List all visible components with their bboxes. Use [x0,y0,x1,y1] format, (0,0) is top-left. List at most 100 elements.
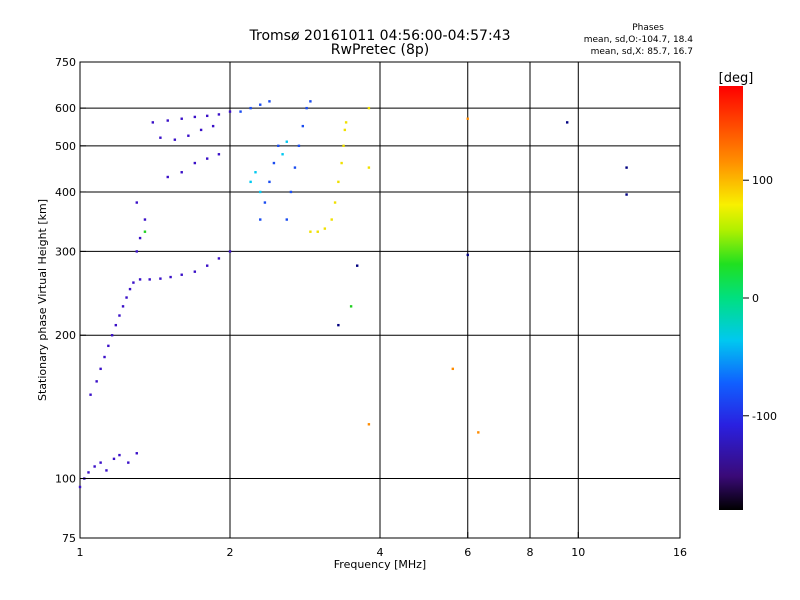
data-point [125,296,127,298]
stats-line-x: mean, sd,X: 85.7, 16.7 [591,47,693,57]
data-point [144,218,146,220]
data-point [259,191,261,193]
data-point [229,250,231,252]
data-point [194,162,196,164]
data-point [136,201,138,203]
data-point [99,461,101,463]
data-point [79,486,81,488]
data-point [249,107,251,109]
data-point [194,116,196,118]
x-axis-label: Frequency [MHz] [334,558,426,571]
data-point [309,231,311,233]
y-tick-label: 500 [55,140,76,153]
chart-subtitle: RwPretec (8p) [331,42,429,58]
x-tick-label: 1 [77,546,84,559]
data-point [281,153,283,155]
colorbar-tick-label: 100 [752,174,773,187]
data-point [89,394,91,396]
y-tick-label: 750 [55,56,76,69]
data-point [239,110,241,112]
data-point [187,135,189,137]
data-point [122,305,124,307]
data-point [368,166,370,168]
data-point [350,305,352,307]
x-tick-label: 10 [571,546,585,559]
data-point [167,119,169,121]
data-point [302,125,304,127]
data-point [259,218,261,220]
data-point [467,254,469,256]
data-point [136,452,138,454]
data-point [229,110,231,112]
data-point [181,171,183,173]
data-point [115,324,117,326]
data-point [206,157,208,159]
data-point [298,145,300,147]
data-point [218,153,220,155]
data-point [317,231,319,233]
data-point [452,368,454,370]
data-point [625,166,627,168]
data-point [286,141,288,143]
data-point [87,471,89,473]
data-point [118,314,120,316]
y-tick-label: 400 [55,186,76,199]
data-point [294,166,296,168]
colorbar-label: [deg] [719,71,754,86]
data-point [129,288,131,290]
data-point [368,107,370,109]
colorbar-tick-label: -100 [752,410,777,423]
data-point [368,423,370,425]
colorbar-tick-label: 0 [752,292,759,305]
data-point [218,257,220,259]
data-point [93,465,95,467]
colorbar-ticks: 100 0 -100 [743,174,777,423]
data-point [268,100,270,102]
data-point [99,368,101,370]
data-point [113,458,115,460]
data-point [254,171,256,173]
y-tick-label: 200 [55,329,76,342]
y-tick-label: 75 [62,532,76,545]
data-point [181,118,183,120]
data-point [200,129,202,131]
data-point [111,334,113,336]
data-point [290,191,292,193]
data-point [345,121,347,123]
colorbar [719,86,743,510]
data-point [331,218,333,220]
data-point [169,276,171,278]
data-point [127,461,129,463]
stats-line-o: mean, sd,O:-104.7, 18.4 [584,35,694,45]
data-point [95,380,97,382]
data-point [342,145,344,147]
x-tick-label: 6 [464,546,471,559]
data-point [167,176,169,178]
data-point [566,121,568,123]
data-point [356,264,358,266]
data-point [159,277,161,279]
x-tick-label: 2 [227,546,234,559]
data-point [144,231,146,233]
data-point [268,181,270,183]
data-point [334,201,336,203]
data-point [264,201,266,203]
data-point [139,237,141,239]
data-point [337,324,339,326]
y-axis-label: Stationary phase Virtual Height [km] [36,199,49,401]
data-point [152,121,154,123]
data-point [340,162,342,164]
data-point [194,270,196,272]
data-point [625,193,627,195]
data-point [139,278,141,280]
data-point [249,181,251,183]
data-point [273,162,275,164]
y-tick-label: 600 [55,102,76,115]
data-point [181,274,183,276]
data-point [309,100,311,102]
data-point [105,469,107,471]
y-tick-label: 300 [55,245,76,258]
data-point [174,139,176,141]
data-point [259,104,261,106]
data-point [206,264,208,266]
